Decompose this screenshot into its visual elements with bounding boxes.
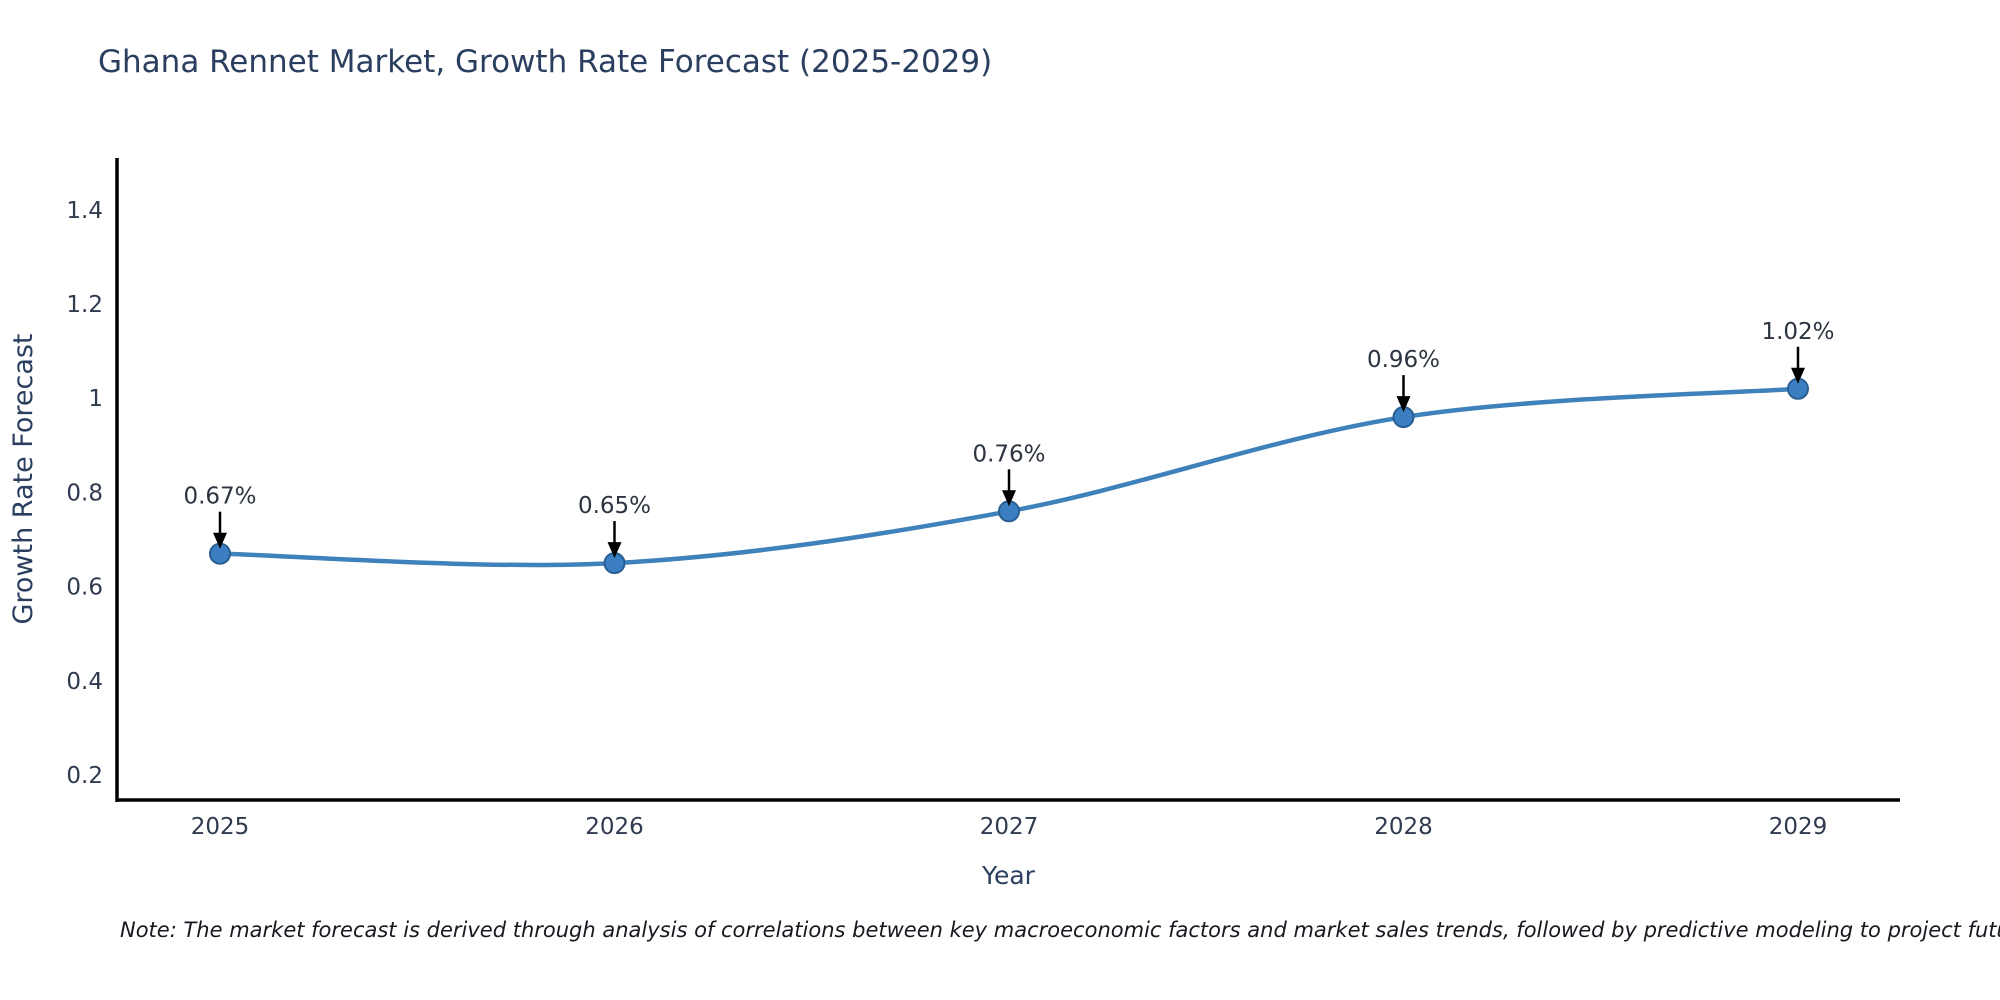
data-point-label: 0.67% <box>183 484 256 510</box>
x-tick-label: 2026 <box>585 814 644 840</box>
annotation-arrowhead-icon <box>1002 490 1016 507</box>
x-tick-label: 2028 <box>1374 814 1433 840</box>
data-point-label: 0.96% <box>1367 347 1440 373</box>
y-tick-label: 0.2 <box>66 763 103 789</box>
annotation-arrowhead-icon <box>1396 396 1411 413</box>
annotation-arrowhead-icon <box>607 542 622 559</box>
x-tick-label: 2025 <box>191 814 250 840</box>
x-tick-label: 2027 <box>980 814 1039 840</box>
y-tick-label: 0.8 <box>66 480 103 506</box>
annotation-arrowhead-icon <box>1791 367 1805 384</box>
y-axis-title: Growth Rate Forecast <box>8 333 39 624</box>
y-tick-label: 0.4 <box>66 669 103 695</box>
data-point-label: 0.76% <box>972 441 1045 467</box>
data-point-label: 0.65% <box>578 493 651 519</box>
x-axis-title: Year <box>981 861 1036 890</box>
x-tick-label: 2029 <box>1769 814 1828 840</box>
chart-title: Ghana Rennet Market, Growth Rate Forecas… <box>98 44 993 80</box>
data-point-label: 1.02% <box>1761 319 1834 345</box>
y-tick-label: 1.2 <box>66 292 103 318</box>
annotation-arrowhead-icon <box>213 532 227 549</box>
y-tick-label: 0.6 <box>66 575 103 601</box>
y-tick-label: 1.4 <box>66 198 103 224</box>
y-tick-label: 1 <box>88 386 103 412</box>
footnote-text: Note: The market forecast is derived thr… <box>120 918 2000 942</box>
